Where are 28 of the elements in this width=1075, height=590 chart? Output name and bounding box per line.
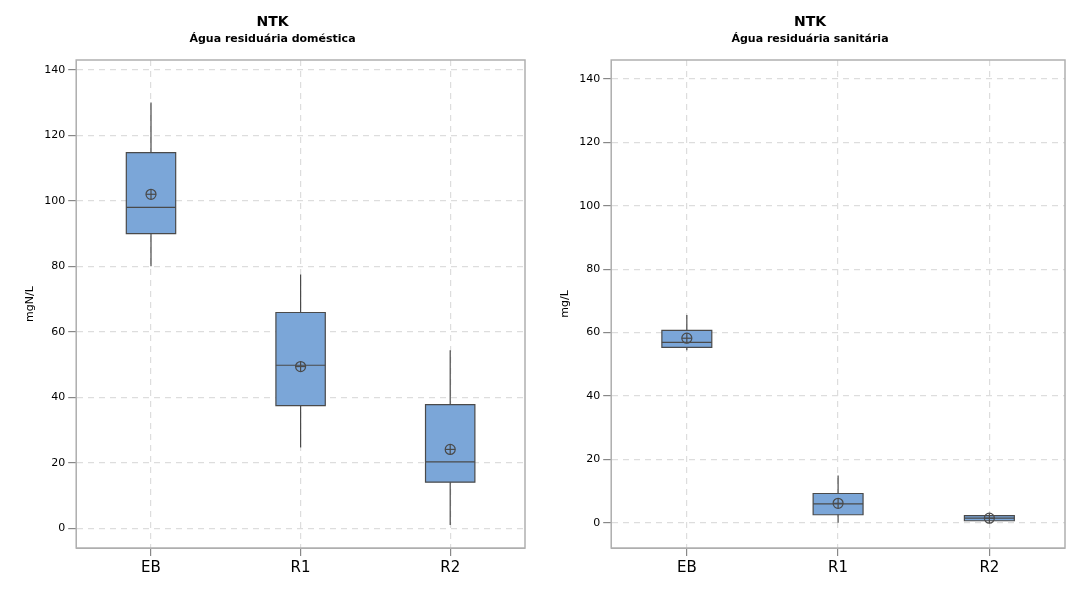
x-tick-label: R1: [828, 557, 849, 576]
y-tick-label: 0: [593, 515, 601, 529]
chart-title: NTK: [793, 13, 828, 30]
y-tick-label: 80: [51, 259, 66, 273]
chart-title: NTK: [256, 13, 290, 30]
y-tick-label: 80: [586, 262, 601, 275]
y-tick-label: 120: [44, 128, 66, 142]
y-axis-title: mg/L: [558, 289, 572, 318]
y-tick-label: 60: [51, 324, 66, 338]
chart-subtitle: Água residuária doméstica: [189, 32, 356, 46]
y-tick-label: 0: [58, 521, 66, 535]
y-tick-label: 140: [579, 71, 601, 85]
x-tick-label: R2: [979, 557, 1000, 576]
x-tick-label: EB: [676, 557, 697, 576]
x-tick-label: R1: [290, 557, 311, 576]
y-axis-title: mgN/L: [23, 285, 37, 322]
y-tick-label: 140: [44, 62, 66, 76]
x-tick-label: EB: [141, 557, 161, 576]
y-tick-label: 40: [51, 390, 66, 404]
y-tick-label: 40: [586, 388, 601, 402]
y-tick-label: 120: [579, 135, 601, 149]
y-tick-label: 20: [586, 452, 601, 466]
chart-subtitle: Água residuária sanitária: [731, 32, 889, 46]
x-tick-label: R2: [440, 557, 461, 576]
y-tick-label: 20: [51, 455, 66, 469]
y-tick-label: 100: [579, 198, 601, 212]
y-tick-label: 100: [44, 193, 66, 207]
y-tick-label: 60: [586, 325, 601, 339]
